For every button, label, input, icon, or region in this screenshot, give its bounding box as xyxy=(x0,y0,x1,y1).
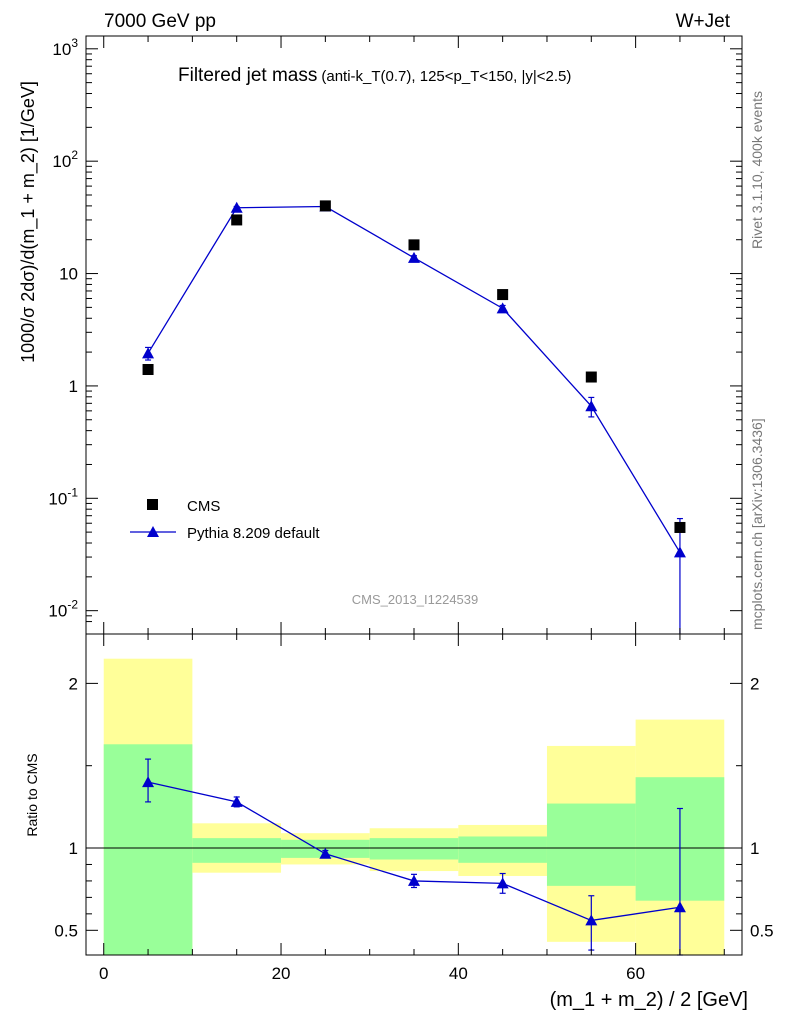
x-tick-label: 60 xyxy=(626,964,645,983)
main-y-tick-label: 1 xyxy=(69,377,78,396)
chart-title-cuts: (anti-k_T(0.7), 125<p_T<150, |y|<2.5) xyxy=(321,68,571,85)
energy-label: 7000 GeV pp xyxy=(104,11,216,32)
source-reference-label: mcplots.cern.ch [arXiv:1306.3436] xyxy=(749,418,765,630)
cms-marker xyxy=(408,239,420,251)
ratio-y-tick-label-right: 0.5 xyxy=(750,921,774,940)
ratio-marker xyxy=(408,874,420,886)
x-tick-label: 40 xyxy=(449,964,468,983)
legend-pythia-marker xyxy=(147,526,159,537)
chart-title-main: Filtered jet mass xyxy=(178,65,317,86)
cms-marker xyxy=(142,364,154,376)
cms-marker xyxy=(497,289,509,301)
ratio-y-tick-label-right: 2 xyxy=(750,674,759,693)
cms-marker xyxy=(231,214,243,226)
rivet-version-label: Rivet 3.1.10, 400k events xyxy=(749,91,765,249)
x-tick-label: 20 xyxy=(272,964,291,983)
ratio-band-green xyxy=(546,803,636,886)
ratio-y-axis-label: Ratio to CMS xyxy=(24,753,40,836)
ratio-plot-marks xyxy=(86,758,742,956)
pythia-marker xyxy=(230,201,243,213)
ratio-band-green xyxy=(458,836,547,863)
ratio-marker xyxy=(319,847,332,859)
ratio-y-tick-label: 2 xyxy=(69,674,78,693)
ratio-band-green xyxy=(192,838,282,863)
pythia-marker xyxy=(585,400,598,412)
x-tick-label: 0 xyxy=(99,964,108,983)
process-label: W+Jet xyxy=(676,11,731,32)
ratio-marker xyxy=(142,776,155,788)
ratio-y-tick-label-right: 1 xyxy=(750,839,759,858)
legend-cms-label: CMS xyxy=(187,498,220,515)
ratio-y-tick-label: 1 xyxy=(69,839,78,858)
pythia-marker xyxy=(142,347,155,359)
ratio-band-green xyxy=(369,838,459,860)
ratio-y-tick-label: 0.5 xyxy=(54,921,78,940)
main-plot-frame xyxy=(85,35,743,635)
ratio-marker xyxy=(496,877,509,889)
ratio-uncertainty-bands xyxy=(103,658,725,955)
main-y-tick-label: 10-2 xyxy=(48,598,78,621)
cms-marker xyxy=(674,521,686,533)
analysis-watermark: CMS_2013_I1224539 xyxy=(352,592,479,607)
main-y-axis-label: 1000/σ 2dσ)/d(m_1 + m_2) [1/GeV] xyxy=(18,81,39,363)
cms-marker xyxy=(319,200,331,212)
pythia-marker xyxy=(673,546,686,558)
main-y-tick-label: 10-1 xyxy=(48,485,78,508)
legend: CMS Pythia 8.209 default xyxy=(130,498,320,542)
x-axis-label: (m_1 + m_2) / 2 [GeV] xyxy=(550,989,748,1011)
legend-pythia-label: Pythia 8.209 default xyxy=(187,525,320,542)
pythia-marker xyxy=(496,302,509,314)
ratio-marker xyxy=(585,914,598,926)
ratio-marker xyxy=(673,901,686,913)
cms-marker xyxy=(585,371,597,383)
main-y-tick-label: 10 xyxy=(59,265,78,284)
pythia-marker xyxy=(408,251,420,263)
legend-cms-marker xyxy=(147,499,158,510)
main-plot-marks xyxy=(142,200,686,634)
ratio-marker xyxy=(230,795,243,807)
chart-title: Filtered jet mass (anti-k_T(0.7), 125<p_T… xyxy=(178,65,571,86)
main-y-tick-label: 103 xyxy=(52,36,78,59)
main-y-tick-label: 102 xyxy=(52,148,78,171)
